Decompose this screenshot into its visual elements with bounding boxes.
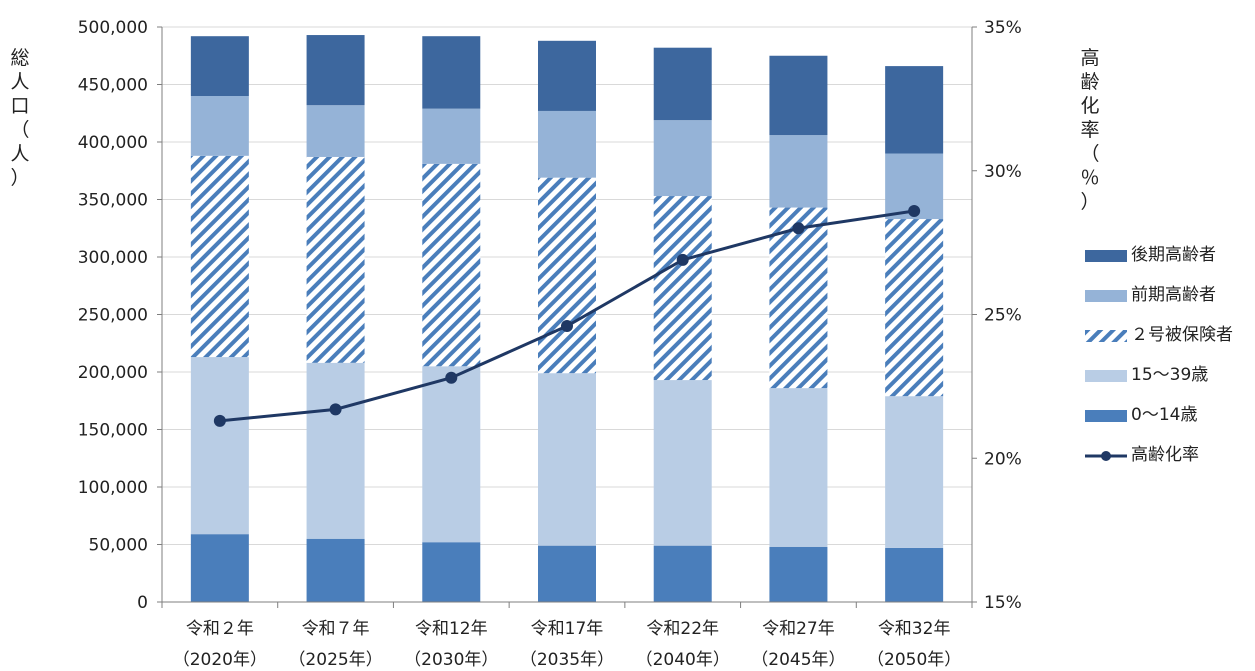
aging-rate-point xyxy=(329,403,342,416)
y-tick-label: 0 xyxy=(137,593,148,613)
aging-rate-point xyxy=(445,371,458,384)
legend-swatch xyxy=(1085,447,1127,461)
x-tick-label: （2025年） xyxy=(288,650,382,670)
bar-segment xyxy=(422,36,481,109)
legend-item: 高齢化率 xyxy=(1085,434,1255,474)
y-tick-label: 50,000 xyxy=(89,536,148,556)
bar-segment xyxy=(422,163,481,367)
bar-segment xyxy=(538,177,596,374)
tick-labels: 500,000 450,000 400,000 350,000 300,000 250,0… xyxy=(78,18,1022,670)
y-tick-label: 500,000 xyxy=(78,18,148,38)
legend: 後期高齢者前期高齢者 ２号被保険者 15～39歳 0～14歳高齢化率 xyxy=(1085,234,1255,474)
bar-segment xyxy=(769,546,828,602)
x-tick-label: 令和32年 xyxy=(878,619,951,639)
bar-segment xyxy=(885,396,944,548)
legend-swatch xyxy=(1085,327,1127,342)
bar-segment xyxy=(306,362,365,539)
bar-segment xyxy=(190,96,249,156)
bar-segment xyxy=(885,66,944,154)
bar-segment xyxy=(653,120,712,197)
y2-tick-label: 20% xyxy=(984,449,1022,469)
y2-tick-label: 25% xyxy=(984,306,1022,326)
y-tick-label: 250,000 xyxy=(78,306,148,326)
bar-segment xyxy=(769,388,828,547)
y-tick-label: 350,000 xyxy=(78,191,148,211)
legend-label: 15～39歳 xyxy=(1131,365,1209,385)
legend-label: 高齢化率 xyxy=(1131,445,1199,465)
bar-segment xyxy=(538,545,596,602)
bar-segment xyxy=(538,110,596,178)
aging-rate-point xyxy=(561,320,573,332)
bar-segment xyxy=(422,108,481,164)
bar-segment xyxy=(885,547,944,602)
aging-rate-point xyxy=(908,205,921,217)
bar-segment xyxy=(653,545,712,602)
y-tick-label: 400,000 xyxy=(78,133,148,153)
legend-item: 後期高齢者 xyxy=(1085,234,1255,274)
x-tick-label: 令和27年 xyxy=(762,619,835,639)
y-tick-label: 100,000 xyxy=(78,478,148,498)
bar-segment xyxy=(538,373,596,546)
bar-segment xyxy=(885,219,944,397)
legend-swatch xyxy=(1085,287,1127,302)
legend-swatch xyxy=(1085,247,1127,262)
bar-segment xyxy=(306,538,365,602)
y-tick-label: 150,000 xyxy=(78,421,148,441)
x-tick-label: 令和22年 xyxy=(646,619,719,639)
aging-rate-point xyxy=(676,253,689,266)
bar-segment xyxy=(190,36,249,96)
aging-rate-line xyxy=(213,205,921,427)
x-tick-label: 令和17年 xyxy=(531,619,604,639)
y-tick-label: 200,000 xyxy=(78,363,148,383)
bar-segment xyxy=(190,534,249,602)
legend-swatch xyxy=(1085,407,1127,422)
bar-segment xyxy=(306,156,365,363)
x-tick-label: 令和２年 xyxy=(186,619,254,639)
bar-segment xyxy=(422,542,481,602)
legend-label: 後期高齢者 xyxy=(1131,245,1216,265)
bars xyxy=(190,35,944,602)
x-tick-label: （2050年） xyxy=(867,650,961,670)
bar-segment xyxy=(769,135,828,208)
y2-axis-label: 高齢化率（％） xyxy=(1080,47,1100,213)
legend-label: 前期高齢者 xyxy=(1131,285,1216,305)
aging-rate-point xyxy=(792,222,805,235)
legend-item: ２号被保険者 xyxy=(1085,314,1255,354)
axes xyxy=(157,26,977,608)
bar-segment xyxy=(422,366,481,543)
y-tick-label: 300,000 xyxy=(78,248,148,268)
bar-segment xyxy=(538,40,596,111)
bar-segment xyxy=(769,55,828,136)
legend-swatch xyxy=(1085,367,1127,382)
bar-segment xyxy=(306,105,365,157)
x-tick-label: （2045年） xyxy=(751,650,845,670)
x-tick-label: （2030年） xyxy=(404,650,498,670)
bar-segment xyxy=(653,196,712,381)
x-tick-label: （2020年） xyxy=(173,650,267,670)
bar-segment xyxy=(653,47,712,121)
x-tick-label: 令和７年 xyxy=(302,619,370,639)
x-tick-label: 令和12年 xyxy=(415,619,488,639)
bar-segment xyxy=(769,207,828,389)
y-tick-label: 450,000 xyxy=(78,76,148,96)
y-axis-label: 総人口（人） xyxy=(10,47,30,189)
bar-segment xyxy=(190,155,249,358)
legend-item: 0～14歳 xyxy=(1085,394,1255,434)
aging-rate-point xyxy=(213,414,226,427)
legend-item: 前期高齢者 xyxy=(1085,274,1255,314)
legend-item: 15～39歳 xyxy=(1085,354,1255,394)
y2-tick-label: 15% xyxy=(984,593,1022,613)
y2-tick-label: 35% xyxy=(984,18,1022,38)
x-tick-label: （2040年） xyxy=(636,650,730,670)
x-tick-label: （2035年） xyxy=(520,650,614,670)
legend-label: ２号被保険者 xyxy=(1131,325,1233,345)
bar-segment xyxy=(190,357,249,535)
legend-label: 0～14歳 xyxy=(1131,405,1198,425)
bar-segment xyxy=(653,380,712,546)
bar-segment xyxy=(306,35,365,106)
y2-tick-label: 30% xyxy=(984,162,1022,182)
